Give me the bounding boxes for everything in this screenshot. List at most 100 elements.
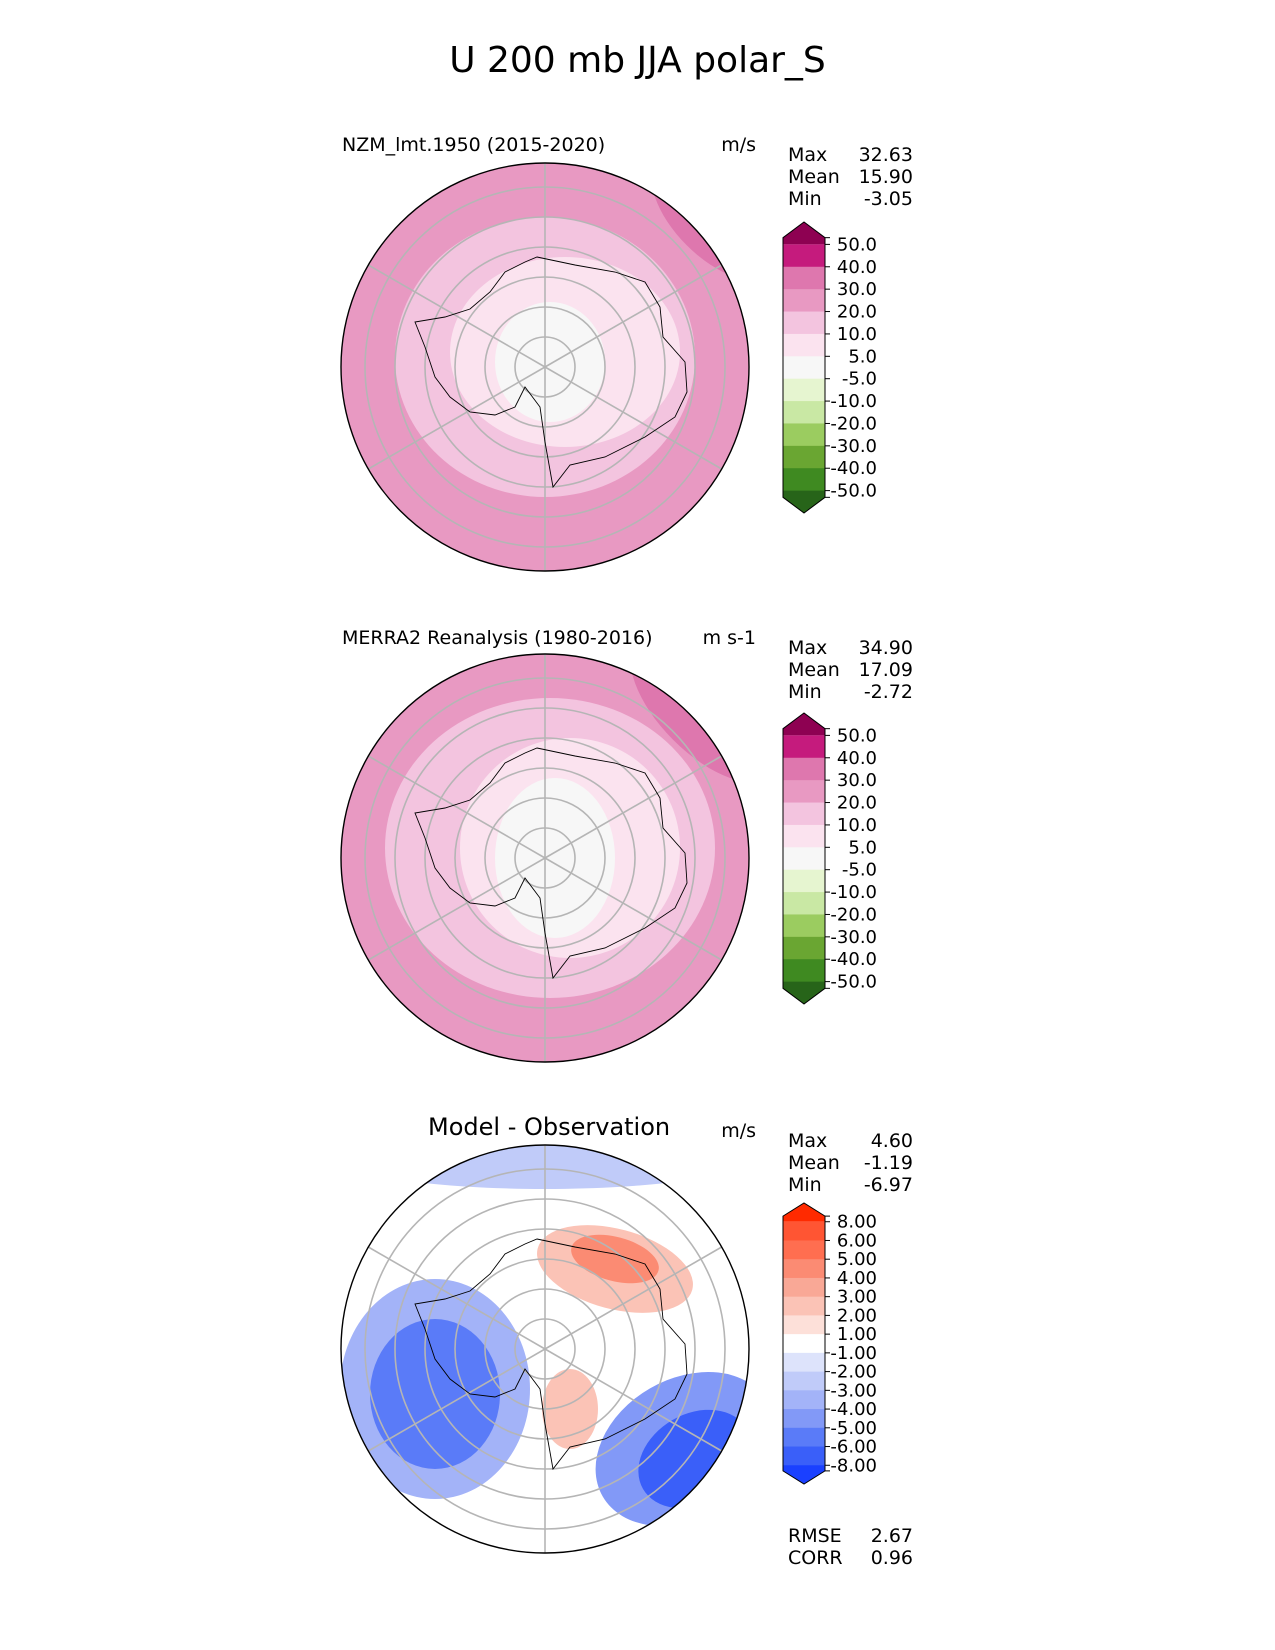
colorbar-1-tick-label-11: -50.0 (830, 481, 877, 502)
panel2-min-value: -2.72 (863, 681, 913, 703)
colorbar-1-swatch-3 (783, 289, 825, 313)
colorbar-2-swatch-12 (783, 981, 825, 1004)
colorbar-3-swatch-4 (783, 1277, 825, 1298)
colorbar-2-swatch-10 (783, 936, 825, 960)
colorbar-1-swatch-6 (783, 356, 825, 380)
colorbar-3-swatch-5 (783, 1296, 825, 1316)
colorbar-1-swatch-8 (783, 401, 825, 424)
colorbar-3-tick-label-13: -8.00 (830, 1455, 877, 1476)
panel1-min-value: -3.05 (863, 188, 913, 210)
colorbar-2-swatch-3 (783, 780, 825, 804)
colorbar-1-swatch-0 (783, 222, 825, 245)
colorbar-3-swatch-10 (783, 1390, 825, 1410)
panel3-max-value: 4.60 (870, 1130, 913, 1152)
colorbar-2-tick-label-11: -50.0 (830, 972, 877, 993)
panel1-max-value: 32.63 (858, 144, 913, 166)
colorbar-3-swatch-12 (783, 1427, 825, 1448)
colorbar-2-tick-label-9: -30.0 (830, 927, 877, 948)
panel3-min-label: Min (788, 1174, 822, 1196)
colorbar-2-swatch-4 (783, 802, 825, 826)
colorbar-2-tick-label-7: -10.0 (830, 882, 877, 903)
colorbar-3-tick-label-2: 5.00 (837, 1249, 877, 1270)
panel1-field (341, 163, 749, 571)
colorbar-3-swatch-2 (783, 1240, 825, 1260)
colorbar-2-swatch-9 (783, 914, 825, 938)
colorbar-2-swatch-8 (783, 892, 825, 915)
panel3-meridian-5 (367, 1246, 546, 1350)
colorbar-2-swatch-0 (783, 713, 825, 736)
panel1-mean-value: 15.90 (858, 166, 913, 188)
colorbar-3-tick-label-4: 3.00 (837, 1287, 877, 1308)
corr-label: CORR (788, 1547, 843, 1569)
panel2-mean-value: 17.09 (858, 659, 913, 681)
colorbar-3-swatch-3 (783, 1259, 825, 1279)
rmse-value: 2.67 (870, 1525, 913, 1547)
panel3-mean-label: Mean (788, 1152, 840, 1174)
colorbar-3: 8.006.005.004.003.002.001.00-1.00-2.00-3… (782, 1202, 877, 1485)
colorbar-1-swatch-10 (783, 445, 825, 469)
panel1-coastline (414, 256, 688, 489)
colorbar-2-swatch-6 (783, 847, 825, 871)
panel1-units: m/s (721, 134, 756, 156)
panel3-contour-8 (542, 1369, 598, 1449)
colorbar-3-tick-label-1: 6.00 (837, 1230, 877, 1251)
colorbar-3-tick-label-6: 1.00 (837, 1324, 877, 1345)
colorbar-1-swatch-7 (783, 378, 825, 402)
colorbar-2: 50.040.030.020.010.05.0-5.0-10.0-20.0-30… (782, 712, 877, 1005)
colorbar-1-tick-label-1: 40.0 (837, 257, 877, 278)
colorbar-1-tick-label-9: -30.0 (830, 436, 877, 457)
panel3-contour-3 (370, 1319, 500, 1469)
colorbar-3-tick-label-12: -6.00 (830, 1437, 877, 1458)
panel1-meridian-1 (544, 264, 723, 368)
colorbar-1-tick-label-2: 30.0 (837, 279, 877, 300)
panel2-meridian-5 (367, 755, 546, 859)
panel2-map-border (340, 653, 750, 1063)
panel1-meridian-5 (367, 264, 546, 368)
corr-value: 0.96 (870, 1547, 913, 1569)
colorbar-1-tick-label-6: -5.0 (842, 369, 877, 390)
colorbar-1-tick-label-4: 10.0 (837, 324, 877, 345)
panel2-max-label: Max (788, 637, 828, 659)
colorbar-2-swatch-5 (783, 824, 825, 848)
panel2-min-label: Min (788, 681, 822, 703)
colorbar-1-swatch-9 (783, 423, 825, 447)
colorbar-1-swatch-11 (783, 468, 825, 492)
panel3-meridian-4 (367, 1348, 546, 1452)
colorbar-3-swatch-9 (783, 1371, 825, 1391)
panel2-title: MERRA2 Reanalysis (1980-2016) (342, 627, 653, 649)
colorbar-3-swatch-8 (783, 1352, 825, 1373)
colorbar-1-tick-label-10: -40.0 (830, 458, 877, 479)
colorbar-3-tick-label-10: -4.00 (830, 1399, 877, 1420)
colorbar-3-swatch-14 (783, 1465, 825, 1484)
colorbar-3-swatch-11 (783, 1409, 825, 1429)
panel1-mean-label: Mean (788, 166, 840, 188)
colorbar-2-tick-label-4: 10.0 (837, 815, 877, 836)
colorbar-1-tick-label-8: -20.0 (830, 413, 877, 434)
panel1-min-label: Min (788, 188, 822, 210)
panel2-mean-label: Mean (788, 659, 840, 681)
panel3-mean-value: -1.19 (863, 1152, 913, 1174)
colorbar-1-tick-label-3: 20.0 (837, 302, 877, 323)
colorbar-3-swatch-7 (783, 1334, 825, 1354)
colorbar-3-swatch-1 (783, 1221, 825, 1241)
panel2-max-value: 34.90 (858, 637, 913, 659)
colorbar-3-tick-label-7: -1.00 (830, 1343, 877, 1364)
rmse-label: RMSE (788, 1525, 842, 1547)
colorbar-3-swatch-0 (783, 1203, 825, 1222)
panel2-meridian-4 (367, 857, 546, 961)
panel1-contour-4 (495, 302, 605, 422)
colorbar-1-swatch-1 (783, 244, 825, 268)
panel3-meridian-2 (544, 1348, 723, 1452)
colorbar-1-swatch-5 (783, 333, 825, 357)
colorbar-1-swatch-12 (783, 490, 825, 513)
colorbar-2-tick-label-5: 5.0 (848, 837, 877, 858)
panel2-field (341, 654, 749, 1062)
colorbar-1-tick-label-7: -10.0 (830, 391, 877, 412)
colorbar-3-tick-label-5: 2.00 (837, 1305, 877, 1326)
colorbar-3-swatch-6 (783, 1315, 825, 1335)
panel1-meridian-2 (544, 366, 723, 470)
colorbar-2-swatch-11 (783, 959, 825, 983)
panel1-max-label: Max (788, 144, 828, 166)
panel2-meridian-2 (544, 857, 723, 961)
